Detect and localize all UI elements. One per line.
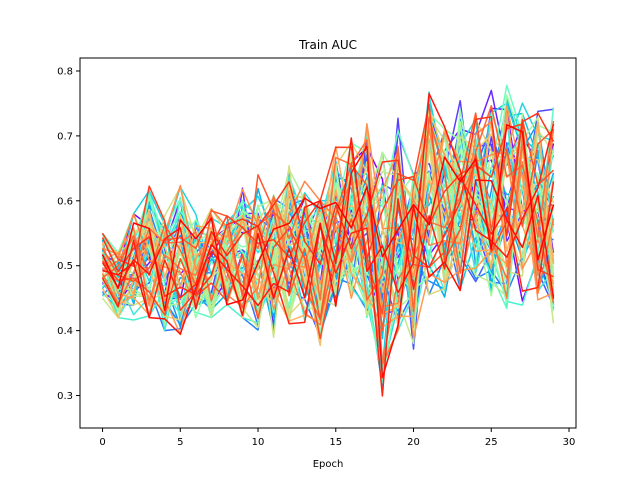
- x-tick-label: 15: [329, 437, 342, 448]
- chart-title: Train AUC: [298, 38, 357, 52]
- series-line: [101, 123, 554, 311]
- series-line: [102, 123, 555, 310]
- y-tick-label: 0.6: [57, 196, 73, 207]
- x-axis: 0 5 10 15 20 25 30: [99, 428, 575, 448]
- y-tick-label: 0.7: [57, 131, 73, 142]
- x-tick-label: 20: [407, 437, 420, 448]
- x-tick-label: 30: [563, 437, 576, 448]
- plot-frame: [79, 57, 577, 429]
- x-tick-label: 10: [252, 437, 265, 448]
- series-line: [101, 112, 555, 328]
- x-axis-label: Epoch: [313, 459, 344, 470]
- series-line: [101, 176, 555, 397]
- series-layer: [101, 84, 555, 397]
- series-line: [102, 145, 555, 379]
- y-tick-label: 0.5: [57, 261, 73, 272]
- y-tick-label: 0.8: [57, 66, 73, 77]
- x-tick-label: 5: [177, 437, 183, 448]
- series-line: [101, 105, 554, 339]
- x-tick-label: 0: [99, 437, 105, 448]
- y-tick-label: 0.3: [57, 391, 73, 402]
- series-line: [102, 105, 555, 321]
- series-line: [101, 92, 555, 310]
- x-tick-label: 25: [485, 437, 498, 448]
- series-line: [101, 124, 555, 312]
- y-tick-label: 0.4: [57, 326, 73, 337]
- y-axis: 0.3 0.4 0.5 0.6 0.7 0.8: [57, 66, 80, 402]
